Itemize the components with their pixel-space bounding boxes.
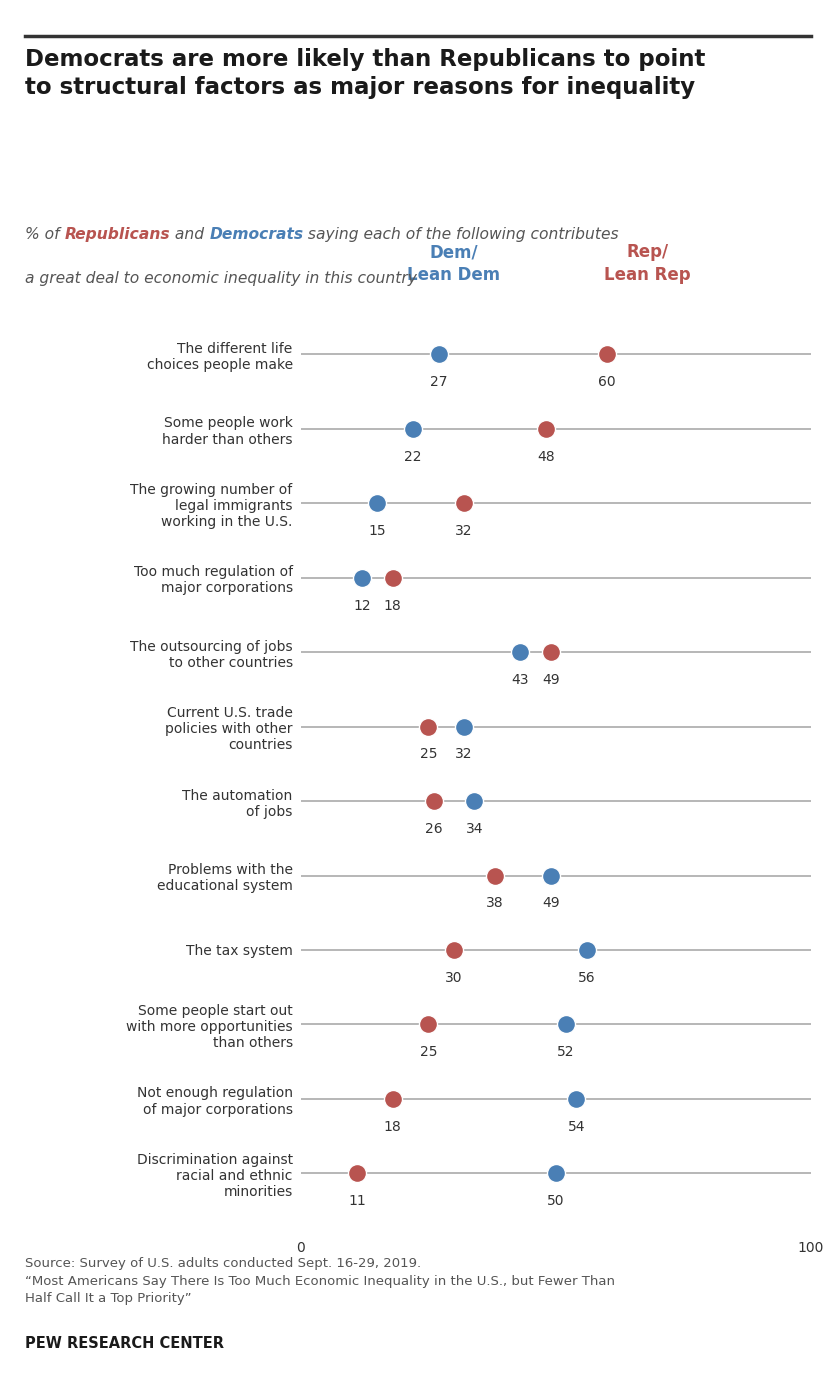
Text: Rep/
Lean Rep: Rep/ Lean Rep: [604, 243, 691, 283]
Text: 15: 15: [369, 523, 386, 539]
Text: 52: 52: [558, 1046, 575, 1059]
Text: 54: 54: [568, 1120, 585, 1134]
Text: 25: 25: [420, 747, 437, 761]
Text: Source: Survey of U.S. adults conducted Sept. 16-29, 2019.
“Most Americans Say T: Source: Survey of U.S. adults conducted …: [25, 1257, 615, 1305]
Text: 34: 34: [466, 822, 483, 835]
Text: saying each of the following contributes: saying each of the following contributes: [303, 227, 619, 242]
Text: 48: 48: [537, 449, 554, 463]
Text: Democrats: Democrats: [209, 227, 303, 242]
Text: 49: 49: [542, 896, 559, 911]
Text: 60: 60: [598, 375, 616, 389]
Text: 18: 18: [384, 599, 401, 613]
Text: 32: 32: [456, 523, 473, 539]
Text: 27: 27: [430, 375, 447, 389]
Text: Republicans: Republicans: [64, 227, 171, 242]
Text: 56: 56: [578, 971, 595, 985]
Text: and: and: [171, 227, 209, 242]
Text: PEW RESEARCH CENTER: PEW RESEARCH CENTER: [25, 1336, 224, 1351]
Text: a great deal to economic inequality in this country: a great deal to economic inequality in t…: [25, 271, 417, 286]
Text: 25: 25: [420, 1046, 437, 1059]
Text: 26: 26: [425, 822, 442, 835]
Text: 50: 50: [548, 1194, 564, 1208]
Text: Dem/
Lean Dem: Dem/ Lean Dem: [407, 243, 501, 283]
Text: 49: 49: [542, 673, 559, 687]
Text: 18: 18: [384, 1120, 401, 1134]
Text: 38: 38: [486, 896, 503, 911]
Text: 22: 22: [405, 449, 422, 463]
Text: % of: % of: [25, 227, 64, 242]
Text: 30: 30: [446, 971, 462, 985]
Text: 12: 12: [354, 599, 371, 613]
Text: 32: 32: [456, 747, 473, 761]
Text: 11: 11: [348, 1194, 366, 1208]
Text: 43: 43: [512, 673, 529, 687]
Text: Democrats are more likely than Republicans to point
to structural factors as maj: Democrats are more likely than Republica…: [25, 48, 706, 99]
